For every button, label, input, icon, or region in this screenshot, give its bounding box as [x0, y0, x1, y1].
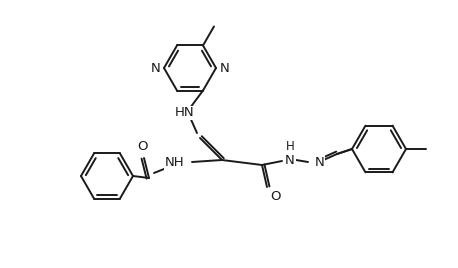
Text: O: O — [270, 190, 280, 203]
Text: HN: HN — [175, 106, 195, 120]
Text: N: N — [285, 154, 295, 166]
Text: H: H — [286, 140, 294, 153]
Text: NH: NH — [164, 157, 184, 169]
Text: O: O — [137, 140, 147, 153]
Text: N: N — [315, 155, 325, 169]
Text: N: N — [150, 61, 160, 75]
Text: N: N — [220, 61, 230, 75]
